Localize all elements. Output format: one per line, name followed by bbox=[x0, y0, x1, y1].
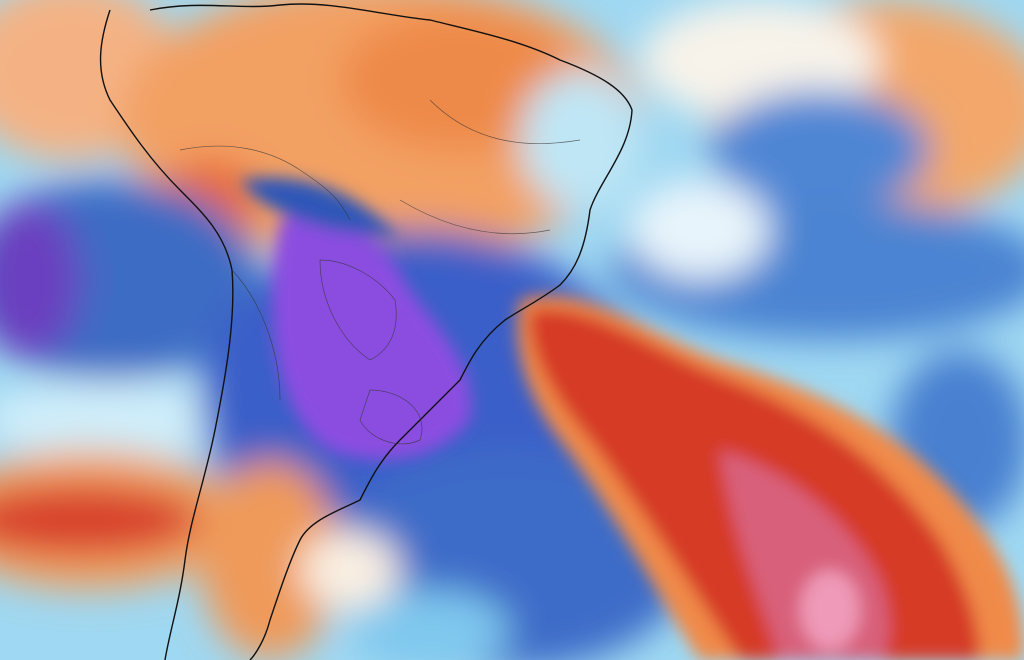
coastline bbox=[99, 3, 633, 660]
warm-plume bbox=[517, 295, 1024, 660]
cold-core bbox=[240, 177, 472, 460]
borders bbox=[179, 99, 581, 445]
